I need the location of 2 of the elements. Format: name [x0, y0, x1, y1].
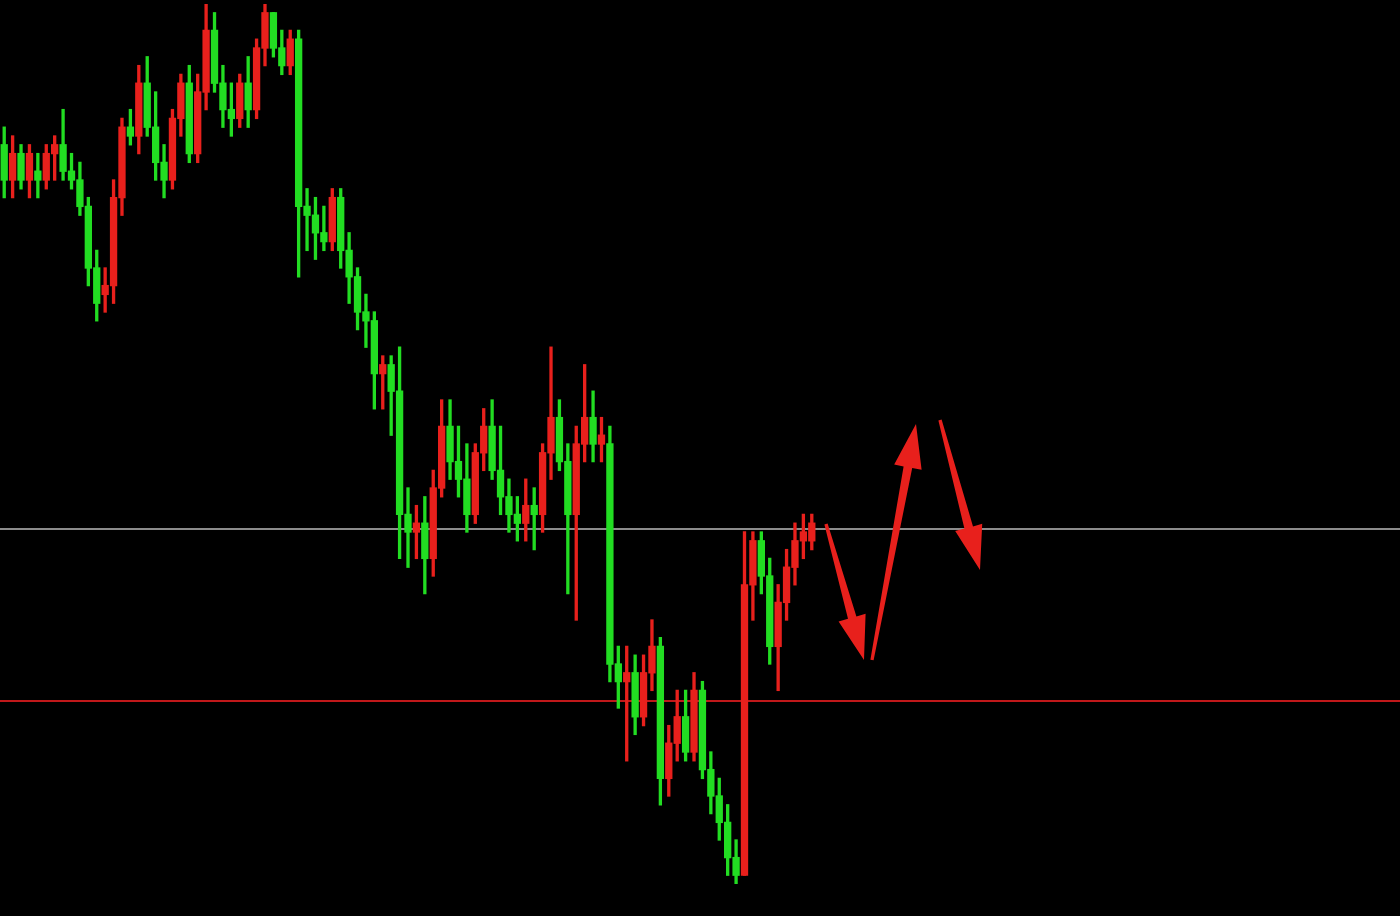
candlestick — [320, 205, 328, 252]
candlestick — [34, 152, 42, 199]
